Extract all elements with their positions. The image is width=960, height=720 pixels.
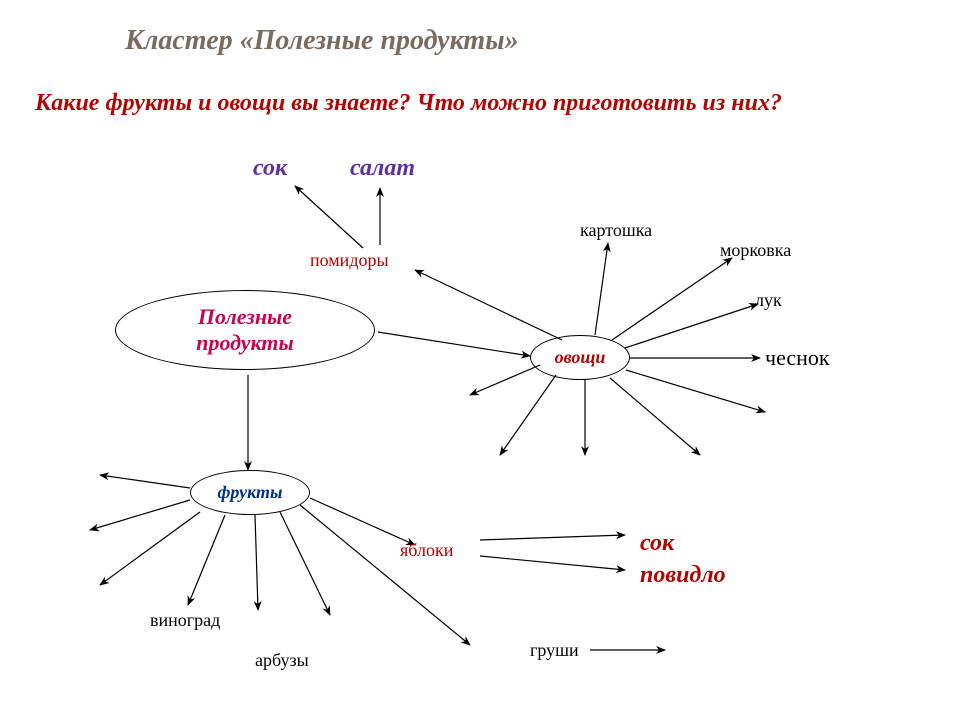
edge — [280, 512, 330, 615]
edge — [100, 475, 190, 488]
slide-title: Кластер «Полезные продукты» — [125, 25, 519, 57]
node-arbuz: арбузы — [255, 650, 309, 671]
edge — [625, 304, 758, 348]
edge — [300, 505, 470, 645]
edge — [626, 370, 765, 412]
node-salat: салат — [350, 155, 415, 182]
edge — [188, 515, 225, 605]
node-label: овощи — [555, 347, 606, 368]
node-root: Полезные продукты — [115, 290, 375, 370]
edge — [310, 498, 415, 545]
node-chesn: чеснок — [765, 345, 830, 371]
node-label: Полезные продукты — [196, 304, 294, 356]
node-grushi: груши — [530, 640, 579, 661]
node-kart: картошка — [580, 220, 652, 241]
edge — [610, 378, 700, 455]
slide-subtitle: Какие фрукты и овощи вы знаете? Что можн… — [35, 90, 782, 117]
edge — [255, 515, 258, 610]
node-label: фрукты — [217, 482, 282, 503]
edge — [480, 535, 625, 540]
edge — [470, 365, 540, 395]
edge — [378, 332, 530, 356]
edge — [415, 270, 562, 340]
diagram-canvas: Кластер «Полезные продукты» Какие фрукты… — [0, 0, 960, 720]
edge — [295, 186, 363, 248]
edge — [595, 243, 608, 335]
node-fruit: фрукты — [190, 470, 310, 515]
node-luk: лук — [755, 290, 782, 311]
node-sok2: сок — [640, 530, 674, 557]
node-mork: морковка — [720, 240, 791, 261]
edge — [612, 258, 732, 340]
edge — [100, 512, 200, 585]
node-veg: овощи — [530, 335, 630, 380]
node-povid: повидло — [640, 562, 726, 589]
node-pomid: помидоры — [310, 250, 389, 271]
edge — [90, 500, 190, 530]
node-yabl: яблоки — [400, 540, 453, 561]
node-vino: виноград — [150, 610, 220, 631]
node-sok1: сок — [253, 155, 287, 182]
edge — [480, 556, 625, 570]
edge — [500, 375, 556, 455]
